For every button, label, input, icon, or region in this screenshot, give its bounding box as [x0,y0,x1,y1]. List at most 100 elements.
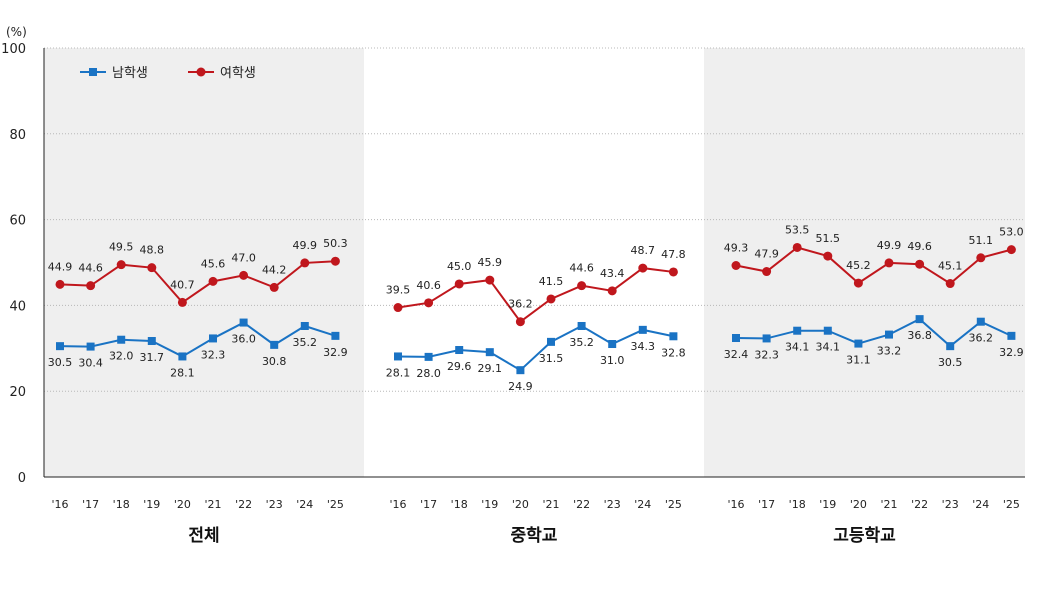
data-point-circle [945,279,955,289]
data-point-circle [1006,245,1016,255]
y-tick-label: 80 [9,128,26,143]
x-tick-label: '19 [481,498,498,511]
data-point-circle [546,294,556,304]
data-label: 32.0 [109,350,134,363]
x-tick-label: '21 [204,498,221,511]
data-point-circle [515,317,525,327]
data-point-square [854,339,863,348]
data-point-square [239,318,248,327]
data-point-square [793,326,802,335]
data-label: 44.6 [78,262,103,275]
data-label: 47.8 [661,248,686,261]
data-point-square [669,332,678,341]
x-tick-label: '22 [911,498,928,511]
data-label: 31.1 [846,354,871,367]
x-tick-label: '22 [573,498,590,511]
data-label: 34.1 [785,341,810,354]
data-point-circle [269,282,279,292]
data-point-circle [668,267,678,277]
data-label: 45.2 [846,259,871,272]
data-label: 36.2 [508,298,533,311]
y-tick-label: 60 [9,214,26,229]
y-tick-label: 20 [9,385,26,400]
x-tick-label: '25 [665,498,682,511]
data-point-circle [208,276,218,286]
x-tick-label: '17 [420,498,437,511]
x-tick-label: '17 [758,498,775,511]
y-unit-label: (%) [6,25,27,39]
x-tick-label: '18 [451,498,468,511]
x-tick-label: '23 [604,498,621,511]
legend: 남학생 여학생 [80,66,256,81]
data-point-square [638,325,647,334]
data-label: 40.6 [416,279,441,292]
data-label: 33.2 [877,345,902,358]
x-tick-label: '16 [51,498,68,511]
data-point-square [577,321,586,330]
y-tick-label: 100 [1,42,26,57]
data-label: 53.0 [999,226,1024,239]
group-panels [44,48,1025,477]
data-label: 48.8 [140,244,165,257]
data-label: 35.2 [569,336,594,349]
data-point-circle [55,279,65,289]
data-point-square [270,340,279,349]
data-label: 32.8 [661,346,686,359]
series-line [59,321,336,358]
data-point-circle [177,297,187,307]
data-label: 36.8 [907,329,932,342]
data-point-square [762,334,771,343]
group-title: 전체 [188,526,219,546]
data-label: 35.2 [293,336,318,349]
data-point-circle [424,298,434,308]
data-label: 34.1 [816,341,841,354]
data-point-square [331,331,340,340]
legend-label: 여학생 [220,66,256,81]
data-point-square [485,348,494,357]
data-label: 45.6 [201,257,226,270]
series-layer [55,242,1016,375]
data-point-circle [607,286,617,296]
x-tick-label: '25 [327,498,344,511]
x-tick-label: '19 [819,498,836,511]
data-label: 39.5 [386,284,411,297]
data-point-square [885,330,893,339]
series-line [59,260,336,304]
data-point-square [394,352,402,361]
data-point-circle [300,258,310,268]
y-tick-label: 0 [18,471,26,486]
data-labels: 30.5 30.4 32.0 31.7 28.1 32.3 36.0 30.8 35.2 32.9… [48,223,1024,393]
data-point-square [178,352,187,361]
data-point-circle [638,263,648,273]
data-point-circle [915,259,925,269]
x-tick-label: '21 [880,498,897,511]
x-tick-label: '23 [942,498,959,511]
data-label: 40.7 [170,278,195,291]
data-label: 31.5 [539,352,564,365]
data-point-square [300,321,309,330]
x-tick-label: '18 [789,498,806,511]
data-label: 44.2 [262,263,287,276]
legend-marker-square [89,68,97,76]
data-point-circle [884,258,894,268]
x-tick-label: '24 [296,498,313,511]
axes: (%) 0 20 40 60 80 100 '16 '17 '18 '19 '20 '21 '22 '23… [1,25,1025,546]
data-point-circle [762,267,772,277]
group-title: 고등학교 [833,526,896,546]
x-tick-label: '24 [972,498,989,511]
data-label: 47.9 [754,248,779,261]
data-point-square [608,340,617,349]
data-label: 49.3 [724,242,749,255]
data-label: 31.0 [600,354,625,367]
series-line [735,317,1012,348]
data-point-circle [239,270,249,280]
data-point-circle [147,263,157,273]
data-point-square [56,342,64,351]
x-tick-label: '19 [143,498,160,511]
data-point-circle [577,281,587,291]
data-label: 32.9 [323,346,348,359]
data-label: 44.6 [569,262,594,275]
x-tick-label: '24 [634,498,651,511]
data-label: 34.3 [631,340,656,353]
